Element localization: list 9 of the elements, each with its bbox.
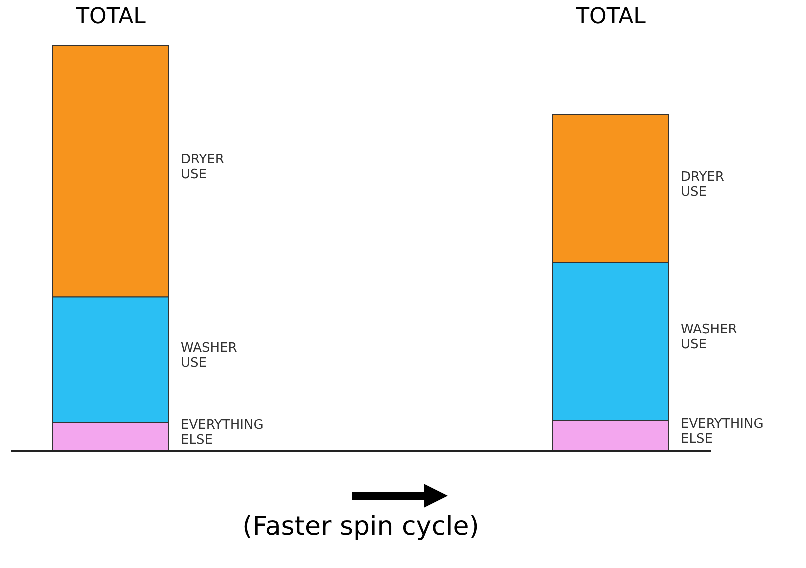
series-label: WASHER USE xyxy=(181,340,238,371)
x-tick-label: TOTAL xyxy=(75,4,147,30)
text: (Faster spin cycle) xyxy=(242,512,480,542)
series-label: DRYER USE xyxy=(181,152,224,183)
text: EVERYTHING ELSE xyxy=(681,416,764,447)
text: DRYER USE xyxy=(681,170,724,200)
text: WASHER USE xyxy=(681,322,738,353)
series-label: EVERYTHING ELSE xyxy=(181,418,264,448)
x-tick-label: TOTAL xyxy=(575,4,647,30)
